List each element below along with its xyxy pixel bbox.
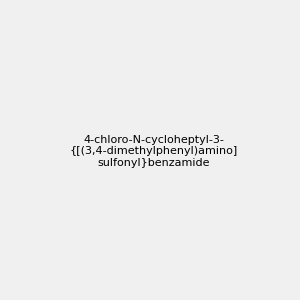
Text: 4-chloro-N-cycloheptyl-3-
{[(3,4-dimethylphenyl)amino]
sulfonyl}benzamide: 4-chloro-N-cycloheptyl-3- {[(3,4-dimethy… [70,135,238,168]
